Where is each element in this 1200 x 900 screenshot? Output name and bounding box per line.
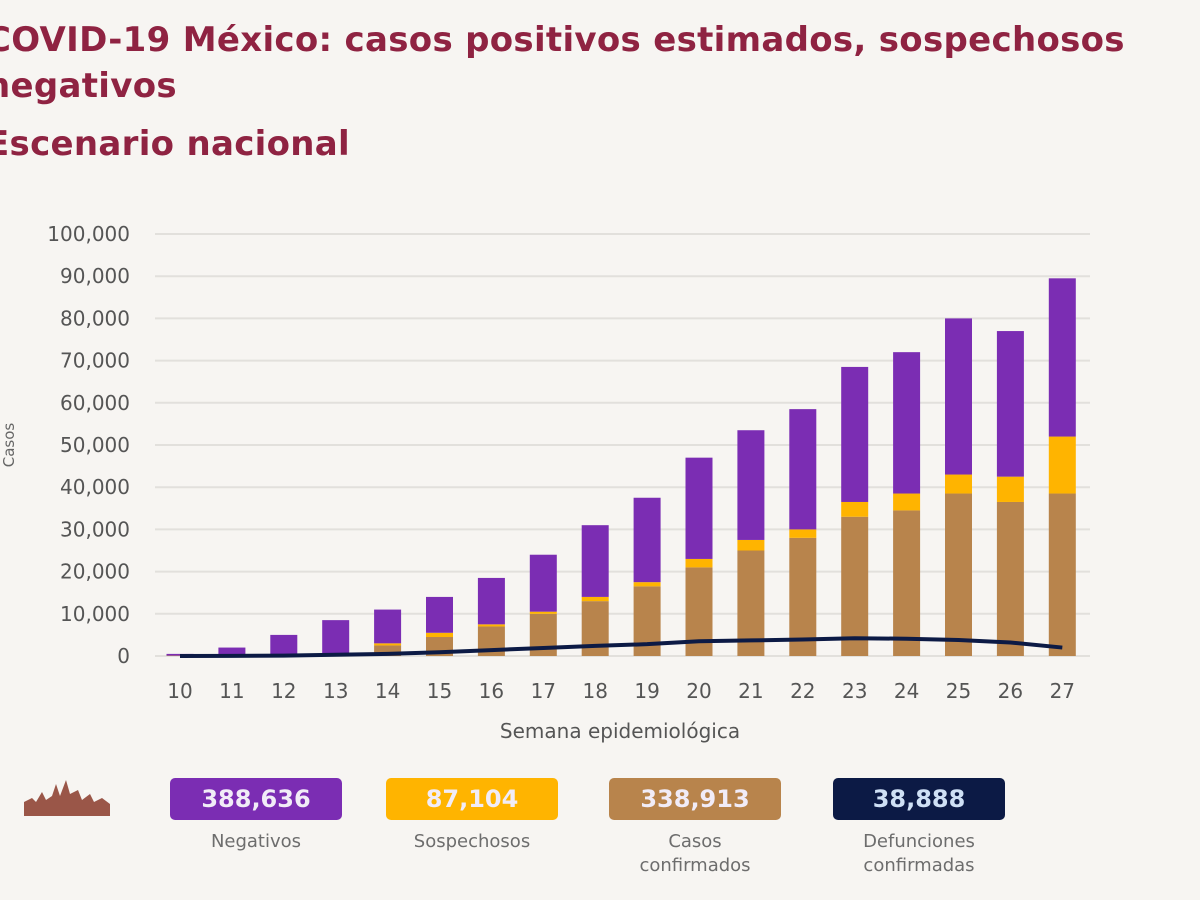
bar-negativos	[477, 577, 505, 625]
bar-negativos	[996, 331, 1024, 477]
stacked-bar-chart: 0 10,000 20,000 30,000 40,000 50,000 60,000 70,…	[0, 222, 1090, 743]
bar-negativos	[1048, 278, 1076, 437]
y-tick-label: 60,000	[60, 391, 130, 415]
y-tick-label: 20,000	[60, 560, 130, 584]
legend-defunciones-value: 38,888	[833, 778, 1005, 820]
bar-sospechosos	[1048, 436, 1076, 494]
x-axis-label: Semana epidemiológica	[500, 719, 740, 743]
bar-sospechosos	[996, 476, 1024, 502]
bar-sospechosos	[426, 632, 453, 638]
x-tick-label: 22	[790, 679, 815, 703]
bar-casos-confirmados	[374, 645, 402, 656]
bar-negativos	[322, 620, 350, 654]
x-tick-label: 15	[427, 679, 452, 703]
bar-sospechosos	[374, 643, 402, 646]
x-tick-label: 11	[219, 679, 244, 703]
bar-negativos	[737, 430, 765, 540]
bar-casos-confirmados	[996, 501, 1024, 656]
x-tick-label: 14	[375, 679, 400, 703]
bar-sospechosos	[893, 493, 921, 511]
bar-sospechosos	[529, 611, 557, 614]
bar-casos-confirmados	[841, 516, 869, 656]
x-tick-label: 26	[998, 679, 1023, 703]
chart-title-line-1: COVID-19 México: casos positivos estimad…	[0, 20, 1125, 60]
x-tick-label: 16	[479, 679, 504, 703]
bar-sospechosos	[581, 596, 609, 602]
bar-sospechosos	[945, 474, 972, 494]
line-defunciones	[179, 636, 1063, 658]
bar-negativos	[374, 609, 402, 644]
chart-subtitle: Escenario nacional	[0, 124, 350, 164]
legend-negativos-label: Negativos	[210, 831, 302, 852]
legend-negativos-value: 388,636	[170, 778, 342, 820]
bar-negativos	[426, 596, 453, 633]
y-tick-label: 30,000	[60, 517, 130, 541]
x-tick-label: 17	[531, 679, 556, 703]
bar-casos-confirmados	[893, 510, 921, 656]
bar-sospechosos	[789, 529, 817, 538]
x-tick-label: 25	[946, 679, 971, 703]
bar-sospechosos	[685, 558, 713, 568]
y-tick-label: 0	[117, 644, 130, 668]
bar-negativos	[685, 457, 713, 559]
x-tick-label: 13	[323, 679, 348, 703]
bar-negativos	[945, 318, 972, 475]
bar-negativos	[893, 352, 921, 494]
bar-negativos	[841, 366, 869, 502]
x-tick-label: 10	[167, 679, 192, 703]
legend-confirmados-label: Casos confirmados	[639, 831, 751, 876]
legend-defunciones-label: Defunciones confirmadas	[863, 831, 975, 876]
bar-sospechosos	[737, 539, 765, 551]
bar-negativos	[581, 525, 609, 597]
x-tick-label: 23	[842, 679, 867, 703]
bar-negativos	[633, 497, 661, 583]
x-tick-label: 27	[1050, 679, 1075, 703]
x-tick-label: 24	[894, 679, 919, 703]
x-tick-label: 21	[738, 679, 763, 703]
bar-sospechosos	[477, 624, 505, 627]
y-tick-label: 70,000	[60, 349, 130, 373]
bar-negativos	[218, 647, 246, 656]
y-tick-label: 50,000	[60, 433, 130, 457]
bar-casos-confirmados	[1048, 493, 1076, 656]
y-axis-label: Casos	[0, 423, 18, 468]
y-tick-label: 40,000	[60, 475, 130, 499]
x-tick-label: 18	[582, 679, 607, 703]
legend-sospechosos-label: Sospechosos	[413, 831, 531, 852]
chart-title-line-2: negativos	[0, 66, 177, 106]
y-tick-label: 10,000	[60, 602, 130, 626]
y-tick-label: 90,000	[60, 264, 130, 288]
bar-negativos	[529, 554, 557, 612]
x-tick-label: 19	[634, 679, 659, 703]
y-tick-label: 100,000	[47, 222, 130, 246]
bar-sospechosos	[633, 582, 661, 587]
bar-negativos	[270, 634, 298, 656]
bar-casos-confirmados	[789, 537, 817, 656]
logo-icon	[24, 780, 110, 816]
bar-casos-confirmados	[945, 493, 972, 656]
x-tick-label: 20	[686, 679, 711, 703]
x-tick-label: 12	[271, 679, 296, 703]
legend-sospechosos-value: 87,104	[386, 778, 558, 820]
y-tick-label: 80,000	[60, 306, 130, 330]
bar-sospechosos	[841, 501, 869, 517]
bar-negativos	[789, 409, 817, 530]
legend-confirmados-value: 338,913	[609, 778, 781, 820]
